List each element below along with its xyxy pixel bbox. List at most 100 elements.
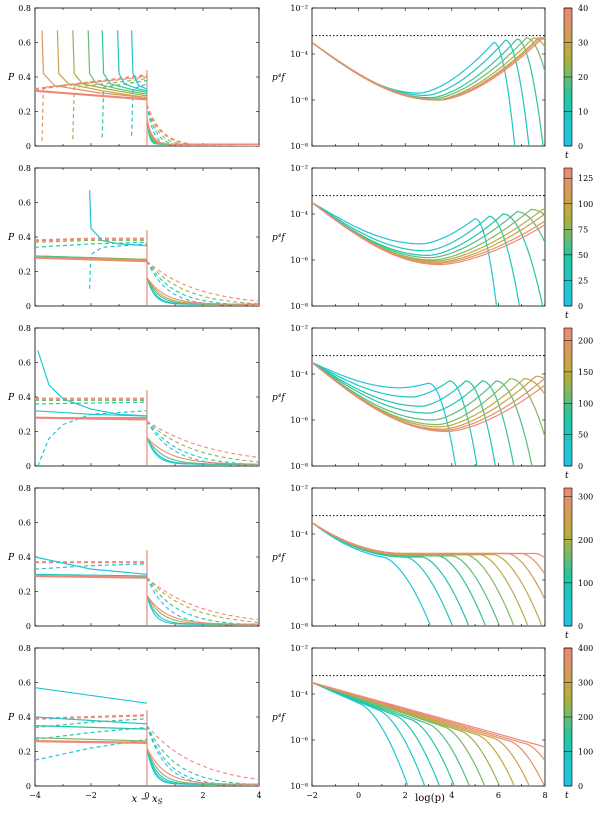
- downstream-solid-line: [146, 119, 259, 145]
- y-tick-label: 10⁻⁸: [290, 462, 308, 471]
- colorbar-tick-label: 200: [578, 337, 593, 346]
- left-plot-area: [35, 350, 259, 466]
- spectrum-line: [312, 202, 545, 259]
- x-tick-label: −4: [29, 791, 41, 800]
- upstream-dashed-line: [35, 714, 148, 720]
- spectrum-line: [312, 522, 470, 626]
- y-tick-label: 0.4: [18, 233, 31, 242]
- left-panel-row-4: 0 0.2 0.4 0.6 0.8 P: [7, 484, 260, 631]
- upstream-solid-line: [35, 573, 148, 577]
- upstream-dashed-line: [101, 79, 148, 138]
- y-tick-label: 0.2: [18, 748, 31, 757]
- x-tick-label: 6: [496, 791, 501, 800]
- y-tick-label: 10⁻⁴: [290, 690, 308, 699]
- y-tick-label: 0.8: [18, 484, 31, 493]
- downstream-solid-line: [146, 595, 259, 625]
- upstream-solid-line: [35, 740, 148, 744]
- upstream-solid-line: [41, 30, 148, 99]
- downstream-solid-line: [146, 119, 259, 145]
- right-frame: [311, 487, 546, 627]
- y-tick-label: 10⁻⁸: [290, 622, 308, 631]
- spectrum-line: [312, 522, 543, 626]
- upstream-dashed-line: [37, 410, 148, 466]
- upstream-dashed-line: [35, 74, 148, 91]
- right-y-axis-label: p⁴f: [272, 73, 286, 83]
- downstream-dashed-line: [146, 577, 259, 626]
- colorbar-gradient: [563, 487, 573, 627]
- y-tick-label: 0: [26, 622, 31, 631]
- right-panel-row-3: 10⁻⁸ 10⁻⁶ 10⁻⁴ 10⁻² p⁴f: [272, 324, 546, 471]
- x-tick-label: 8: [542, 791, 547, 800]
- y-tick-label: 10⁻⁸: [290, 142, 308, 151]
- spectrum-line: [312, 38, 544, 146]
- y-tick-label: 0.6: [18, 679, 31, 688]
- upstream-solid-line: [35, 725, 148, 730]
- spectrum-line: [312, 202, 545, 264]
- y-tick-label: 10⁻⁴: [290, 370, 308, 379]
- right-y-axis-label: p⁴f: [272, 233, 286, 243]
- y-tick-label: 10⁻⁶: [290, 256, 308, 265]
- upstream-solid-line: [35, 89, 148, 101]
- upstream-dashed-line: [35, 563, 148, 570]
- spectrum-line: [312, 201, 498, 306]
- colorbar-tick-label: 40: [578, 4, 588, 13]
- downstream-dashed-line: [146, 104, 259, 146]
- y-tick-label: 0.8: [18, 164, 31, 173]
- colorbar-tick-label: 400: [578, 644, 593, 653]
- upstream-solid-line: [35, 716, 148, 725]
- left-plot-area: [35, 687, 259, 786]
- x-tick-label: 0: [144, 791, 149, 800]
- spectrum-line: [312, 522, 545, 559]
- upstream-solid-line: [35, 574, 148, 579]
- downstream-dashed-line: [146, 260, 259, 302]
- y-tick-label: 10⁻⁶: [290, 416, 308, 425]
- y-tick-label: 0.2: [18, 268, 31, 277]
- y-tick-label: 0.4: [18, 553, 31, 562]
- left-y-axis-label: P: [7, 393, 15, 403]
- colorbar-tick-label: 300: [578, 679, 593, 688]
- right-panel-row-4: 10⁻⁸ 10⁻⁶ 10⁻⁴ 10⁻² p⁴f: [272, 484, 546, 631]
- downstream-solid-line: [146, 595, 259, 625]
- downstream-dashed-line: [146, 725, 259, 781]
- downstream-solid-line: [146, 747, 259, 785]
- x-tick-label: 2: [403, 791, 408, 800]
- y-tick-label: 0.2: [18, 108, 31, 117]
- y-tick-label: 10⁻⁴: [290, 210, 308, 219]
- spectrum-line: [312, 522, 432, 626]
- y-tick-label: 10⁻⁴: [290, 50, 308, 59]
- colorbar-tick-label: 20: [578, 73, 588, 82]
- colorbar-gradient: [563, 167, 573, 307]
- y-tick-label: 0.4: [18, 713, 31, 722]
- spectrum-line: [312, 37, 545, 101]
- right-plot-area: [312, 675, 545, 786]
- colorbar-gradient: [563, 327, 573, 467]
- colorbar-row-3: 0 50 100 150 200 t: [563, 327, 593, 481]
- spectrum-line: [312, 522, 454, 626]
- x-tick-label: 4: [256, 791, 261, 800]
- left-plot-area: [35, 190, 259, 306]
- colorbar-tick-label: 100: [578, 200, 593, 209]
- x-tick-label: −2: [85, 791, 97, 800]
- upstream-solid-line: [35, 556, 148, 575]
- y-tick-label: 10⁻⁸: [290, 782, 308, 791]
- colorbar-tick-label: 0: [578, 462, 583, 471]
- left-y-axis-label: P: [7, 233, 15, 243]
- y-tick-label: 0.2: [18, 428, 31, 437]
- colorbar-label: t: [565, 151, 569, 161]
- downstream-dashed-line: [146, 420, 259, 463]
- y-tick-label: 0.6: [18, 39, 31, 48]
- downstream-dashed-line: [146, 104, 259, 146]
- right-panel-row-5: 10⁻⁸ 10⁻⁶ 10⁻⁴ 10⁻² −2 0 2 4 6 8 p⁴f: [272, 644, 548, 800]
- y-tick-label: 0.6: [18, 359, 31, 368]
- colorbar-tick-label: 50: [578, 431, 588, 440]
- downstream-solid-line: [146, 277, 259, 305]
- right-plot-area: [312, 355, 545, 466]
- upstream-solid-line: [131, 30, 148, 90]
- upstream-solid-line: [35, 416, 148, 421]
- y-tick-label: 0.4: [18, 73, 31, 82]
- downstream-solid-line: [146, 119, 259, 145]
- spectrum-line: [312, 362, 515, 466]
- downstream-dashed-line: [146, 420, 259, 466]
- x-tick-label: 0: [356, 791, 361, 800]
- spectrum-line: [312, 361, 457, 466]
